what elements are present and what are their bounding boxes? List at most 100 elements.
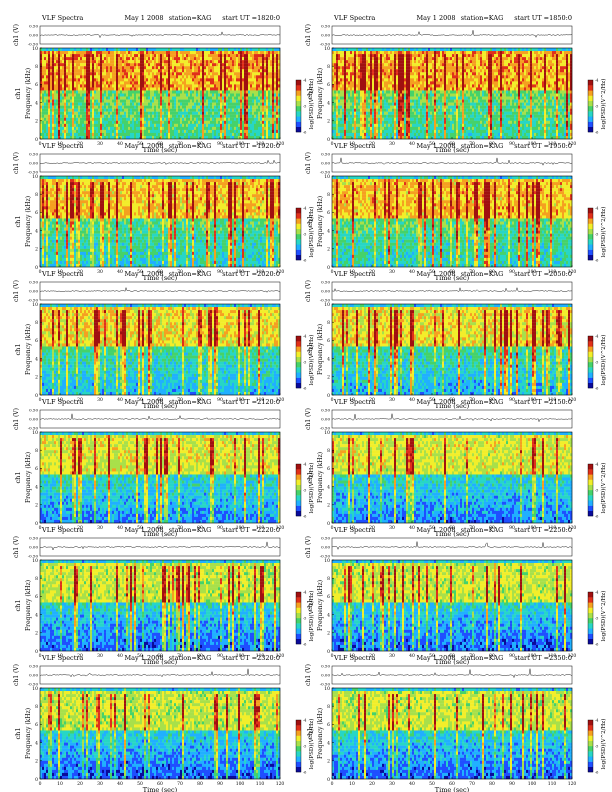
x-tick-label: 40 [117,525,123,531]
start-ut-label: start UT =2020:0 [222,270,280,278]
station-label: station=KAG [461,14,504,22]
colorbar-tick-label: -5 [303,361,306,365]
x-tick-label: 80 [489,525,495,531]
x-tick-label: 80 [489,781,495,787]
colorbar-label: log(PSD)(V^2/Hz) [308,79,315,130]
colorbar [295,207,302,261]
x-tick-label: 100 [528,781,537,787]
x-tick-label: 10 [57,781,63,787]
time-xlabel: Time (sec) [143,146,178,154]
colorbar-tick-label: -4 [595,591,599,595]
waveform-tick-label: -0.50 [320,554,331,559]
y-tick-label: 4 [327,228,330,234]
colorbar-tick-label: -5 [303,233,306,237]
colorbar [295,719,302,773]
waveform-tick-label: 0.50 [321,280,330,285]
time-xlabel: Time (sec) [143,786,178,792]
spectrogram-heatmap [40,176,281,268]
colorbar-tick-label: -5 [303,745,306,749]
figure-date: May 1 2008 [124,654,163,662]
time-xlabel: Time (sec) [143,274,178,282]
spectrogram-heatmap [332,432,573,524]
x-tick-label: 110 [548,269,557,275]
start-ut-label: start UT =2320:0 [222,654,280,662]
x-tick-label: 10 [57,653,63,659]
waveform-line [39,413,281,420]
colorbar [587,207,594,261]
frequency-ylabel: Frequency (kHz) [25,68,32,119]
x-tick-label: 120 [276,141,285,147]
frequency-ylabel: Frequency (kHz) [25,196,32,247]
waveform-strip [331,537,573,557]
waveform-ylabel: ch1 (V) [305,536,312,558]
x-tick-label: 60 [449,525,455,531]
y-tick-label: 4 [327,612,330,618]
y-tick-label: 4 [35,484,38,490]
x-tick-label: 100 [236,269,245,275]
time-xlabel: Time (sec) [435,146,470,154]
waveform-tick-label: -0.50 [320,298,331,303]
waveform-tick-label: 0.00 [321,417,330,422]
x-tick-label: 90 [509,781,515,787]
spectrogram-heatmap [40,48,281,140]
y-tick-label: 6 [35,722,38,728]
y-tick-label: 6 [35,338,38,344]
colorbar-tick-label: -6 [595,643,598,647]
x-tick-label: 40 [117,269,123,275]
y-tick-label: 8 [35,576,38,582]
figure-date: May 1 2008 [124,526,163,534]
time-xlabel: Time (sec) [143,530,178,538]
y-tick-label: 4 [35,356,38,362]
station-label: station=KAG [169,526,212,534]
station-label: station=KAG [461,654,504,662]
x-tick-label: 50 [429,525,435,531]
waveform-tick-label: 0.00 [29,545,38,550]
colorbar-tick-label: -4 [303,79,307,83]
x-tick-label: 110 [548,141,557,147]
y-tick-label: 0 [35,393,38,399]
waveform-tick-label: 0.00 [29,289,38,294]
start-ut-label: start UT =2120:0 [222,398,280,406]
spectrogram-svg: VLF Spectra May 1 2008 station=KAG start UT… [305,654,607,792]
y-tick-label: 4 [35,228,38,234]
y-tick-label: 4 [35,612,38,618]
colorbar-tick-label: -6 [595,771,598,775]
waveform-line [331,157,573,166]
x-tick-label: 120 [568,397,577,403]
x-tick-label: 120 [568,269,577,275]
x-tick-label: 100 [236,141,245,147]
channel-label: ch1 [306,600,314,612]
x-tick-label: 60 [157,141,163,147]
waveform-line [39,31,281,39]
x-tick-label: 100 [236,397,245,403]
time-xlabel: Time (sec) [435,402,470,410]
y-tick-label: 6 [327,82,330,88]
x-tick-label: 100 [528,269,537,275]
y-tick-label: 8 [35,704,38,710]
x-tick-label: 30 [389,141,395,147]
start-ut-label: start UT =1920:0 [222,142,280,150]
x-tick-label: 50 [429,781,435,787]
waveform-ylabel: ch1 (V) [13,408,20,430]
figure-title: VLF Spectra [333,270,375,278]
colorbar-tick-label: -4 [303,719,307,723]
y-tick-label: 6 [35,466,38,472]
x-tick-label: 70 [177,525,183,531]
y-tick-label: 0 [35,137,38,143]
waveform-tick-label: 0.50 [29,536,38,541]
x-tick-label: 50 [429,653,435,659]
x-tick-label: 90 [217,781,223,787]
waveform-tick-label: 0.00 [29,161,38,166]
colorbar-tick-label: -6 [595,387,598,391]
x-tick-label: 0 [39,653,42,659]
y-tick-label: 10 [324,430,330,436]
x-tick-label: 110 [256,397,265,403]
x-tick-label: 80 [197,781,203,787]
x-tick-label: 70 [177,141,183,147]
x-tick-label: 40 [409,397,415,403]
x-tick-label: 10 [349,781,355,787]
waveform-tick-label: 0.00 [29,33,38,38]
y-tick-label: 0 [327,649,330,655]
colorbar-tick-label: -6 [303,643,306,647]
figure-title: VLF Spectra [41,14,83,22]
